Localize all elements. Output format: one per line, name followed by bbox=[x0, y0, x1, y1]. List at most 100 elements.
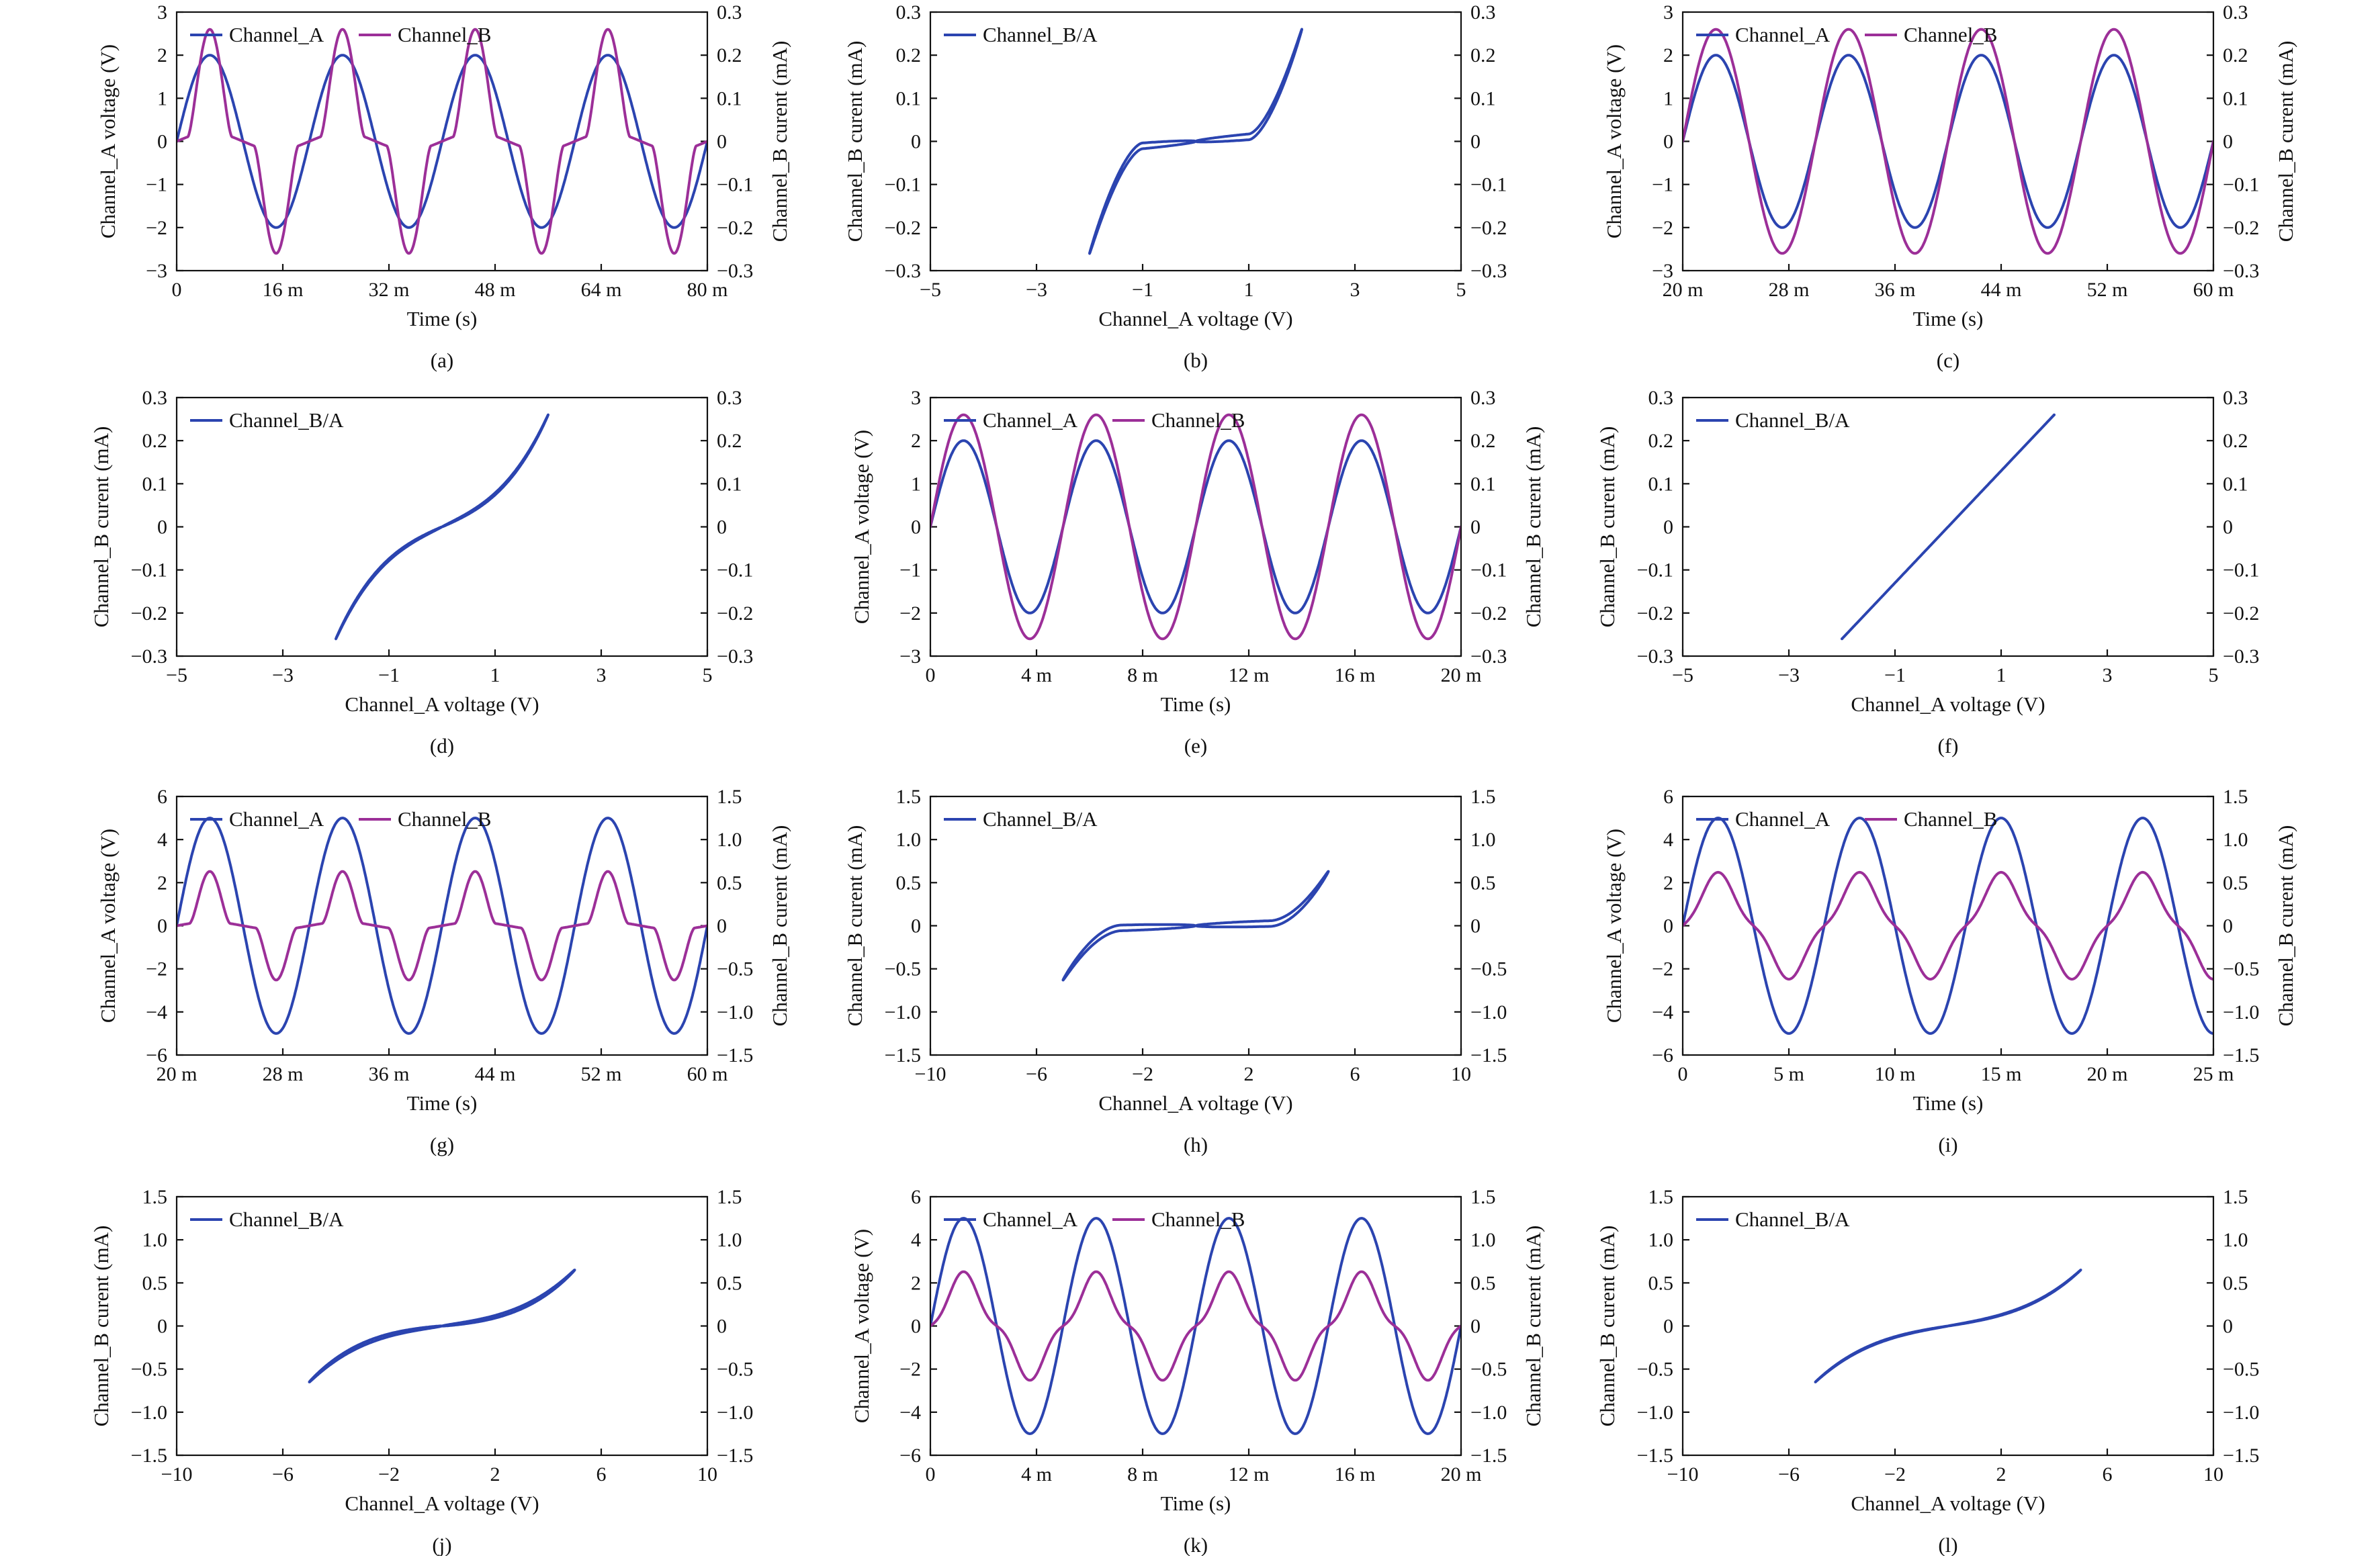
plot-frame bbox=[175, 795, 709, 1056]
y-tick-label: −0.3 bbox=[131, 645, 167, 668]
x-tick-label: 44 m bbox=[475, 1063, 516, 1085]
y2-tick-label: 0.1 bbox=[1470, 473, 1496, 495]
y2-tick-label: −1.5 bbox=[2223, 1445, 2259, 1467]
y2-tick-label: −0.2 bbox=[717, 217, 753, 239]
y2-tick-label: −1.0 bbox=[717, 1402, 753, 1424]
y-tick-label: −0.5 bbox=[885, 958, 921, 980]
y2-tick-label: −0.2 bbox=[1470, 602, 1507, 625]
y-tick-label: −1.0 bbox=[885, 1001, 921, 1023]
y-tick-label: −1.5 bbox=[131, 1445, 167, 1467]
legend-label: Channel_A bbox=[1735, 23, 1831, 46]
y2-tick-label: −0.2 bbox=[717, 602, 753, 625]
y2-tick-label: 0 bbox=[717, 131, 727, 153]
y-tick-label: −1.0 bbox=[131, 1402, 167, 1424]
x-tick-label: 64 m bbox=[581, 279, 622, 301]
y-tick-label: −0.1 bbox=[1637, 559, 1673, 582]
y-tick-label: 0.3 bbox=[1648, 387, 1674, 409]
y2-tick-label: 0.2 bbox=[1470, 44, 1496, 66]
y2-tick-label: −0.3 bbox=[717, 645, 753, 668]
plot-frame bbox=[175, 396, 709, 657]
y2-tick-label: 0 bbox=[2223, 131, 2233, 153]
panel-label: (a) bbox=[431, 349, 453, 372]
y-tick-label: −2 bbox=[1652, 217, 1673, 239]
y2-tick-label: −0.2 bbox=[2223, 217, 2259, 239]
y-tick-label: 1.5 bbox=[896, 786, 922, 808]
y2-axis-label: Channel_B curent (mA) bbox=[2274, 41, 2297, 242]
y-tick-label: 0.5 bbox=[142, 1272, 168, 1294]
y-tick-label: 1.5 bbox=[1648, 1186, 1674, 1208]
y2-tick-label: 0.3 bbox=[2223, 1, 2248, 24]
panel-i: 0 5 m 10 m 15 m 20 m 25 m −6 −4 −2 0 2 4 6 −1.5 −1.0 −0… bbox=[1602, 786, 2297, 1156]
series-curve-channel-b-over-a bbox=[308, 1269, 576, 1383]
panel-a: 0 16 m 32 m 48 m 64 m 80 m −3 −2 −1 0 1 2 3 −0.3 −0.2 −… bbox=[96, 1, 791, 372]
y-tick-label: 0.2 bbox=[896, 44, 922, 66]
y2-tick-label: −0.1 bbox=[717, 174, 753, 196]
legend-label: Channel_B/A bbox=[1735, 1207, 1850, 1231]
y-tick-label: −2 bbox=[1652, 958, 1673, 980]
y-tick-label: 1 bbox=[911, 473, 921, 495]
x-tick-label: 20 m bbox=[1663, 279, 1704, 301]
series-line-channel_b bbox=[1683, 28, 2213, 255]
y2-tick-label: 1.5 bbox=[2223, 1186, 2248, 1208]
plot-frame bbox=[929, 795, 1462, 1056]
x-axis-label: Channel_A voltage (V) bbox=[1098, 1091, 1292, 1115]
y-tick-label: −2 bbox=[146, 958, 167, 980]
y-tick-label: 0.1 bbox=[896, 87, 922, 109]
y2-axis-label: Channel_B curent (mA) bbox=[768, 41, 791, 242]
y-tick-label: 0.5 bbox=[1648, 1272, 1674, 1294]
y2-tick-label: −0.3 bbox=[2223, 645, 2259, 668]
y-tick-label: −0.1 bbox=[885, 174, 921, 196]
y2-tick-label: 1.5 bbox=[2223, 786, 2248, 808]
x-tick-label: 8 m bbox=[1127, 664, 1158, 686]
y-tick-label: 3 bbox=[1663, 1, 1673, 24]
x-tick-label: 5 bbox=[703, 664, 713, 686]
x-tick-label: 0 bbox=[926, 1463, 936, 1485]
y2-tick-label: −0.5 bbox=[2223, 958, 2259, 980]
legend-label: Channel_B bbox=[398, 807, 492, 831]
x-tick-label: 25 m bbox=[2193, 1063, 2234, 1085]
x-tick-label: −3 bbox=[1778, 664, 1800, 686]
x-tick-label: 0 bbox=[172, 279, 182, 301]
y2-tick-label: 0 bbox=[1470, 1316, 1481, 1338]
x-tick-label: 16 m bbox=[1335, 664, 1376, 686]
y-tick-label: 3 bbox=[911, 387, 921, 409]
series-line-channel_b bbox=[930, 413, 1461, 641]
panel-label: (f) bbox=[1938, 734, 1959, 758]
y-tick-label: −1.5 bbox=[1637, 1445, 1673, 1467]
y2-tick-label: 1.0 bbox=[1470, 1229, 1496, 1251]
y-tick-label: 0 bbox=[911, 915, 921, 937]
y-tick-label: 4 bbox=[1663, 829, 1673, 851]
y2-tick-label: 0.5 bbox=[2223, 872, 2248, 894]
series-line-channel_b bbox=[1683, 870, 2213, 981]
x-tick-label: 10 bbox=[697, 1463, 717, 1485]
plot-frame bbox=[1681, 396, 2215, 657]
y2-tick-label: 0.3 bbox=[717, 1, 742, 24]
y2-tick-label: 0 bbox=[2223, 516, 2233, 539]
y2-tick-label: 0.5 bbox=[717, 1272, 742, 1294]
panel-g: 20 m 28 m 36 m 44 m 52 m 60 m −6 −4 −2 0 2 4 6 −1.5 −1… bbox=[96, 786, 791, 1156]
series-line-channel_b bbox=[177, 870, 707, 982]
panel-f: −5 −3 −1 1 3 5−0.3−0.2−0.100.10.20.3−0.3−0.2−… bbox=[1595, 387, 2259, 758]
x-tick-label: −6 bbox=[272, 1463, 294, 1485]
y-tick-label: 1.0 bbox=[1648, 1229, 1674, 1251]
legend-label: Channel_A bbox=[229, 23, 324, 46]
y-tick-label: 0.3 bbox=[896, 1, 922, 24]
x-tick-label: 3 bbox=[1350, 279, 1360, 301]
x-tick-label: 36 m bbox=[1875, 279, 1916, 301]
y2-tick-label: −0.5 bbox=[2223, 1359, 2259, 1381]
x-tick-label: −2 bbox=[1884, 1463, 1906, 1485]
y-tick-label: 2 bbox=[1663, 44, 1673, 66]
legend-label: Channel_B/A bbox=[983, 807, 1098, 831]
y-tick-label: 0 bbox=[1663, 131, 1673, 153]
y2-tick-label: 0.2 bbox=[717, 44, 742, 66]
x-axis-label: Channel_A voltage (V) bbox=[345, 692, 539, 716]
x-tick-label: −3 bbox=[1026, 279, 1047, 301]
x-tick-label: 16 m bbox=[263, 279, 304, 301]
y-tick-label: −2 bbox=[146, 217, 167, 239]
y2-tick-label: 0.2 bbox=[2223, 44, 2248, 66]
y-tick-label: −6 bbox=[146, 1044, 167, 1066]
y2-tick-label: 1.0 bbox=[2223, 1229, 2248, 1251]
x-tick-label: 20 m bbox=[1441, 664, 1482, 686]
x-tick-label: 5 bbox=[1456, 279, 1466, 301]
y2-tick-label: 1.5 bbox=[1470, 786, 1496, 808]
